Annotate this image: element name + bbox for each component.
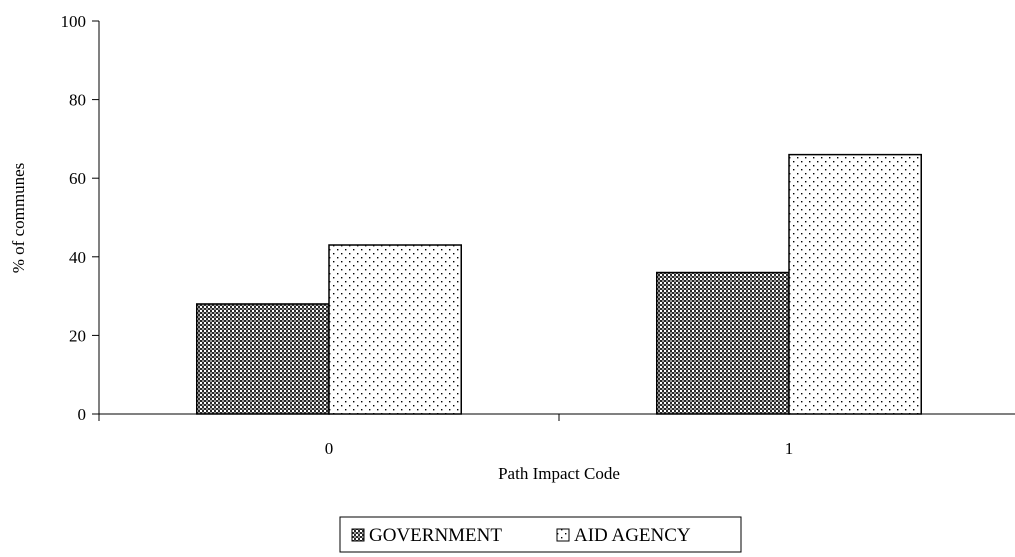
legend-swatch-aid-agency — [556, 528, 570, 542]
bars — [196, 153, 922, 415]
x-tick-label: 1 — [785, 439, 794, 458]
legend-swatch-government — [351, 528, 365, 542]
legend-label-aid-agency: AID AGENCY — [574, 525, 691, 546]
y-axis: 0 20 40 60 80 100 % of communes — [9, 12, 100, 424]
y-tick-label: 60 — [69, 169, 86, 188]
y-tick-label: 0 — [78, 405, 87, 424]
y-ticks: 0 20 40 60 80 100 — [61, 12, 99, 424]
x-tick-label: 0 — [325, 439, 334, 458]
y-tick-label: 20 — [69, 326, 86, 345]
legend-box — [339, 516, 742, 553]
bar-government-0 — [196, 303, 330, 415]
y-tick-label: 40 — [69, 248, 86, 267]
x-axis-title: Path Impact Code — [498, 464, 620, 483]
legend: GOVERNMENT AID AGENCY — [339, 516, 742, 553]
bar-government-1 — [656, 271, 790, 415]
bar-aid-agency-1 — [788, 153, 922, 415]
y-tick-label: 100 — [61, 12, 87, 31]
y-axis-title: % of communes — [9, 163, 28, 273]
bar-aid-agency-0 — [328, 244, 462, 415]
y-tick-label: 80 — [69, 91, 86, 110]
legend-label-government: GOVERNMENT — [369, 525, 502, 546]
